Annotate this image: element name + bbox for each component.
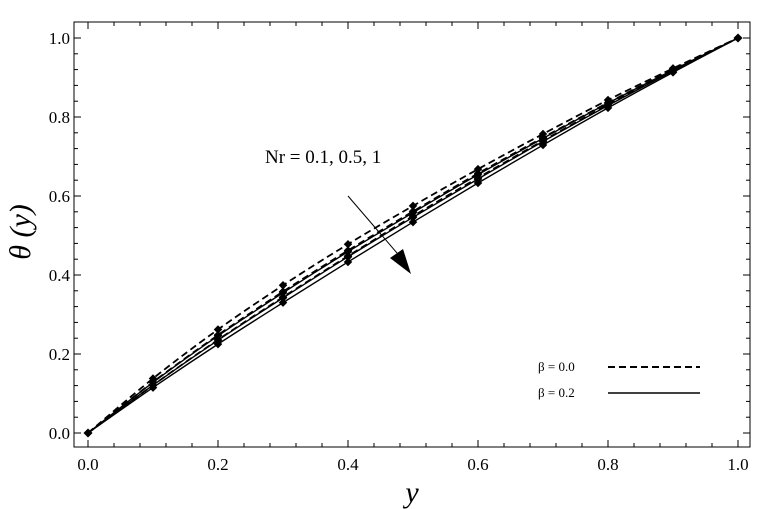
x-tick-label: 1.0: [727, 455, 748, 474]
data-point-marker: [278, 293, 288, 303]
x-tick-label: 0.2: [207, 455, 228, 474]
series-1-dashed-line: [87, 37, 739, 434]
y-tick-label: 0.6: [49, 187, 70, 206]
data-point-marker: [343, 257, 353, 267]
series-4-solid-line: [87, 37, 739, 434]
x-tick-label: 0.6: [467, 455, 488, 474]
series-3-solid-line: [87, 37, 739, 434]
y-tick-label: 0.2: [49, 345, 70, 364]
data-point-marker: [148, 383, 158, 392]
x-axis-title: y: [402, 476, 419, 509]
data-point-marker: [343, 252, 353, 262]
data-point-marker: [733, 33, 743, 43]
axis-ticks: 0.0 0.2 0.4 0.6 0.8 1.0 0.0 0.2 0.4 0.6 0.8 1.0: [49, 22, 750, 474]
y-tick-label: 0.4: [49, 266, 71, 285]
data-point-marker: [278, 288, 288, 298]
series-5-solid-line: [87, 37, 739, 434]
series-0-dashed-line: [87, 37, 739, 434]
x-tick-label: 0.0: [77, 455, 98, 474]
curves: [87, 37, 739, 434]
data-point-marker: [408, 213, 418, 222]
data-point-marker: [408, 208, 418, 217]
data-markers: [83, 33, 743, 438]
y-tick-label: 1.0: [49, 29, 70, 48]
nr-annotation: Nr = 0.1, 0.5, 1: [265, 147, 381, 168]
data-point-marker: [213, 339, 223, 349]
data-point-marker: [473, 164, 483, 174]
data-point-marker: [408, 201, 418, 211]
y-tick-label: 0.8: [49, 108, 70, 127]
data-point-marker: [343, 247, 353, 256]
y-tick-label: 0.0: [49, 424, 70, 443]
data-point-marker: [343, 239, 353, 249]
plot-frame: [73, 21, 751, 448]
trend-arrow: [347, 195, 411, 274]
series-2-dashed-line: [87, 37, 739, 434]
arrow-head: [390, 249, 411, 274]
data-point-marker: [83, 428, 93, 438]
legend: β = 0.0 β = 0.2: [538, 359, 700, 400]
x-tick-label: 0.4: [337, 455, 359, 474]
data-point-marker: [213, 325, 223, 334]
arrow-shaft: [347, 195, 404, 261]
legend-label-beta-2: β = 0.2: [538, 385, 575, 400]
data-point-marker: [473, 178, 483, 188]
x-tick-label: 0.8: [597, 455, 618, 474]
data-point-marker: [278, 298, 288, 307]
data-point-marker: [278, 281, 288, 290]
data-point-marker: [473, 170, 483, 179]
y-axis-title: θ (y): [4, 204, 37, 260]
data-point-marker: [213, 331, 223, 341]
data-point-marker: [408, 217, 418, 227]
legend-label-beta-0: β = 0.0: [538, 359, 575, 374]
